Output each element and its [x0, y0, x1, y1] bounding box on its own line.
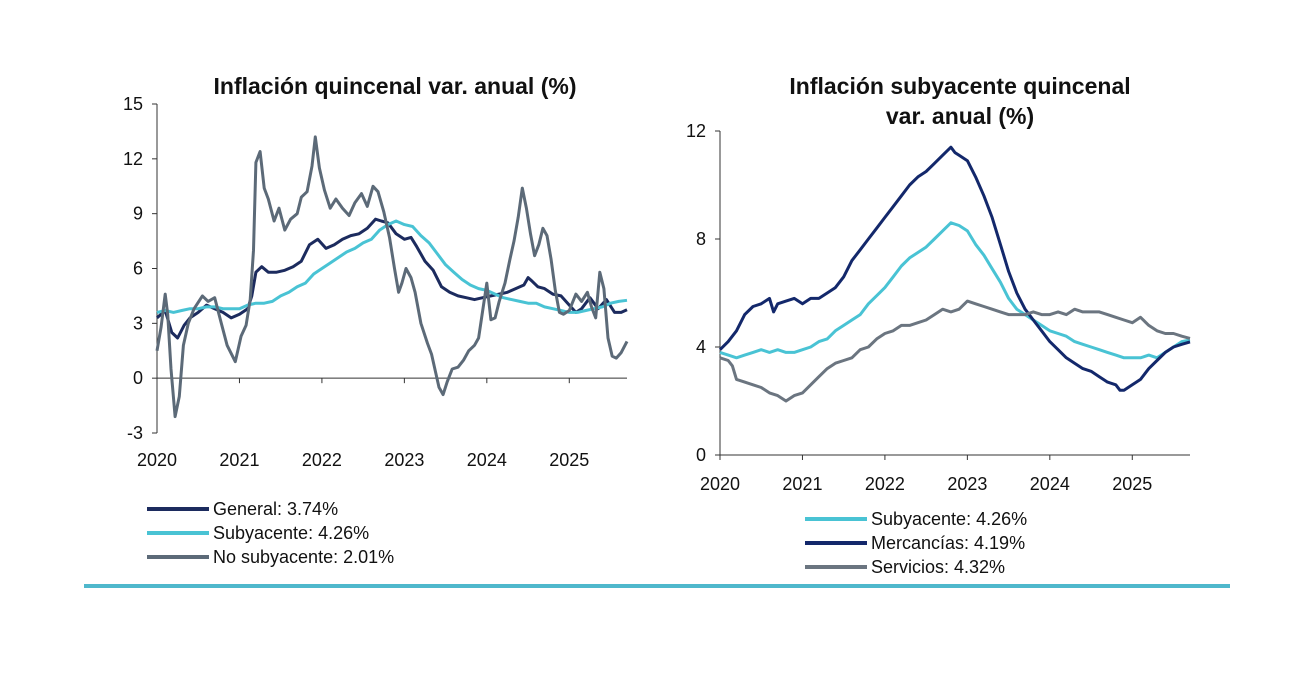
legend-label: Servicios: 4.32%	[871, 556, 1006, 577]
legend-label: Mercancías: 4.19%	[871, 532, 1026, 553]
x-tick-label: 2025	[1112, 474, 1152, 494]
x-tick-label: 2024	[1030, 474, 1070, 494]
y-tick-label: 6	[133, 259, 143, 279]
chart-title-right-line-1: Inflación subyacente quincenal	[789, 73, 1131, 99]
chart-panel-left: Inflación quincenal var. anual (%) -3 0 3 6…	[0, 0, 650, 600]
x-tick-label: 2025	[549, 450, 589, 470]
x-tick-label: 2023	[947, 474, 987, 494]
line-chart-left: -3 0 3 6 9 12 15 2020 2021 2022 2023 2024 2025	[123, 94, 629, 470]
series-line-subyacente	[719, 221, 1191, 360]
y-tick-label: 4	[696, 337, 706, 357]
x-tick-label: 2022	[302, 450, 342, 470]
y-tick-label: 12	[686, 121, 706, 141]
y-tick-label: 3	[133, 313, 143, 333]
legend-item-no-subyacente: No subyacente: 2.01%	[147, 545, 394, 569]
chart-title-right-line-2: var. anual (%)	[885, 103, 1035, 129]
chart-panel-right: Inflación subyacente quincenal var. anua…	[650, 0, 1300, 600]
legend-label: Subyacente: 4.26%	[871, 508, 1028, 529]
legend-item-subyacente: Subyacente: 4.26%	[805, 507, 1027, 531]
legend-swatch	[805, 565, 867, 569]
legend-label: General: 3.74%	[213, 498, 339, 519]
legend-item-subyacente: Subyacente: 4.26%	[147, 521, 394, 545]
chart-title-right: Inflación subyacente quincenal var. anua…	[690, 71, 1230, 131]
x-tick-label: 2021	[219, 450, 259, 470]
y-tick-label: -3	[127, 423, 143, 443]
legend-swatch	[805, 517, 867, 521]
y-tick-label: 8	[696, 229, 706, 249]
y-tick-label: 15	[123, 94, 143, 114]
legend-item-servicios: Servicios: 4.32%	[805, 555, 1027, 579]
legend-swatch	[147, 555, 209, 559]
series-line-subyacente	[156, 219, 628, 314]
x-tick-label: 2020	[700, 474, 740, 494]
y-tick-label: 9	[133, 204, 143, 224]
footer-divider	[84, 584, 1230, 588]
series-line-mercancias	[718, 145, 1191, 392]
y-tick-label: 12	[123, 149, 143, 169]
series-line-servicios	[719, 299, 1191, 403]
y-tick-label: 0	[696, 445, 706, 465]
legend-right: Subyacente: 4.26% Mercancías: 4.19% Servic…	[805, 507, 1027, 579]
legend-swatch	[147, 531, 209, 535]
chart-title-left: Inflación quincenal var. anual (%)	[213, 73, 577, 99]
legend-left: General: 3.74% Subyacente: 4.26% No subyac…	[147, 497, 394, 569]
line-chart-right: 0 4 8 12 2020 2021 2022 2023 2024 2025	[686, 121, 1191, 494]
legend-swatch	[147, 507, 209, 511]
legend-item-mercancias: Mercancías: 4.19%	[805, 531, 1027, 555]
legend-swatch	[805, 541, 867, 545]
x-tick-label: 2022	[865, 474, 905, 494]
legend-label: Subyacente: 4.26%	[213, 522, 370, 543]
x-tick-label: 2024	[467, 450, 507, 470]
series-line-no-subyacente	[155, 135, 629, 419]
x-tick-label: 2020	[137, 450, 177, 470]
legend-label: No subyacente: 2.01%	[213, 546, 395, 567]
legend-item-general: General: 3.74%	[147, 497, 394, 521]
series-line-general	[155, 217, 628, 340]
y-tick-label: 0	[133, 368, 143, 388]
x-tick-label: 2023	[384, 450, 424, 470]
x-tick-label: 2021	[782, 474, 822, 494]
